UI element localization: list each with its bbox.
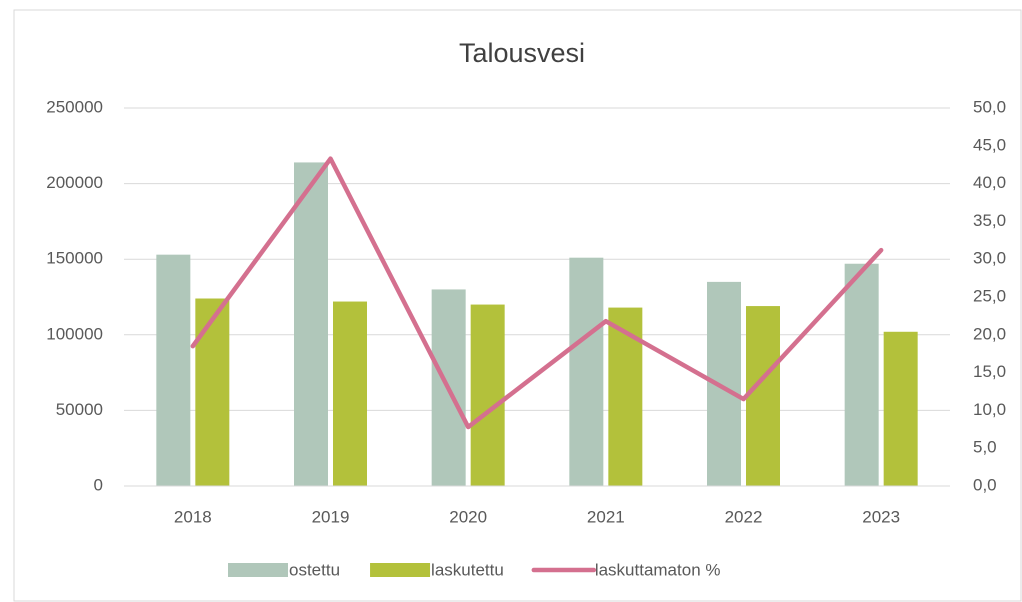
y2-tick-label: 25,0 [973,286,1006,305]
y2-tick-label: 30,0 [973,249,1006,268]
line [190,156,884,430]
x-tick-label: 2021 [587,507,625,526]
bar [470,304,505,486]
legend-label: laskutettu [431,560,504,579]
bar [883,331,918,486]
y2-tick-label: 35,0 [973,211,1006,230]
bar [333,301,367,486]
y2-tick-label: 10,0 [973,400,1006,419]
chart-title: Talousvesi [459,38,585,68]
y-tick-label: 150000 [46,249,103,268]
x-tick-label: 2020 [449,507,487,526]
x-tick-label: 2018 [174,507,212,526]
y2-tick-label: 45,0 [973,135,1006,154]
y2-tick-label: 20,0 [973,324,1006,343]
y2-tick-label: 15,0 [973,362,1006,381]
legend-label: laskuttamaton % [595,560,721,579]
legend-swatch [228,563,288,577]
bar [294,162,328,486]
legend-swatch [370,563,431,577]
y-tick-label: 100000 [46,324,103,343]
y2-tick-label: 50,0 [973,97,1006,116]
bar [156,254,191,486]
y-tick-label: 50000 [56,400,103,419]
y2-tick-label: 5,0 [973,438,997,457]
bar [195,298,230,486]
y-tick-label: 0 [94,475,103,494]
x-tick-label: 2023 [862,507,900,526]
legend-label: ostettu [289,560,340,579]
x-tick-label: 2022 [725,507,763,526]
x-tick-label: 2019 [312,507,350,526]
bar [746,306,780,486]
bar [569,257,604,486]
bar [844,263,879,486]
y2-tick-label: 0,0 [973,475,997,494]
bar [707,281,741,486]
y2-tick-label: 40,0 [973,173,1006,192]
y-tick-label: 250000 [46,97,103,116]
y-tick-label: 200000 [46,173,103,192]
